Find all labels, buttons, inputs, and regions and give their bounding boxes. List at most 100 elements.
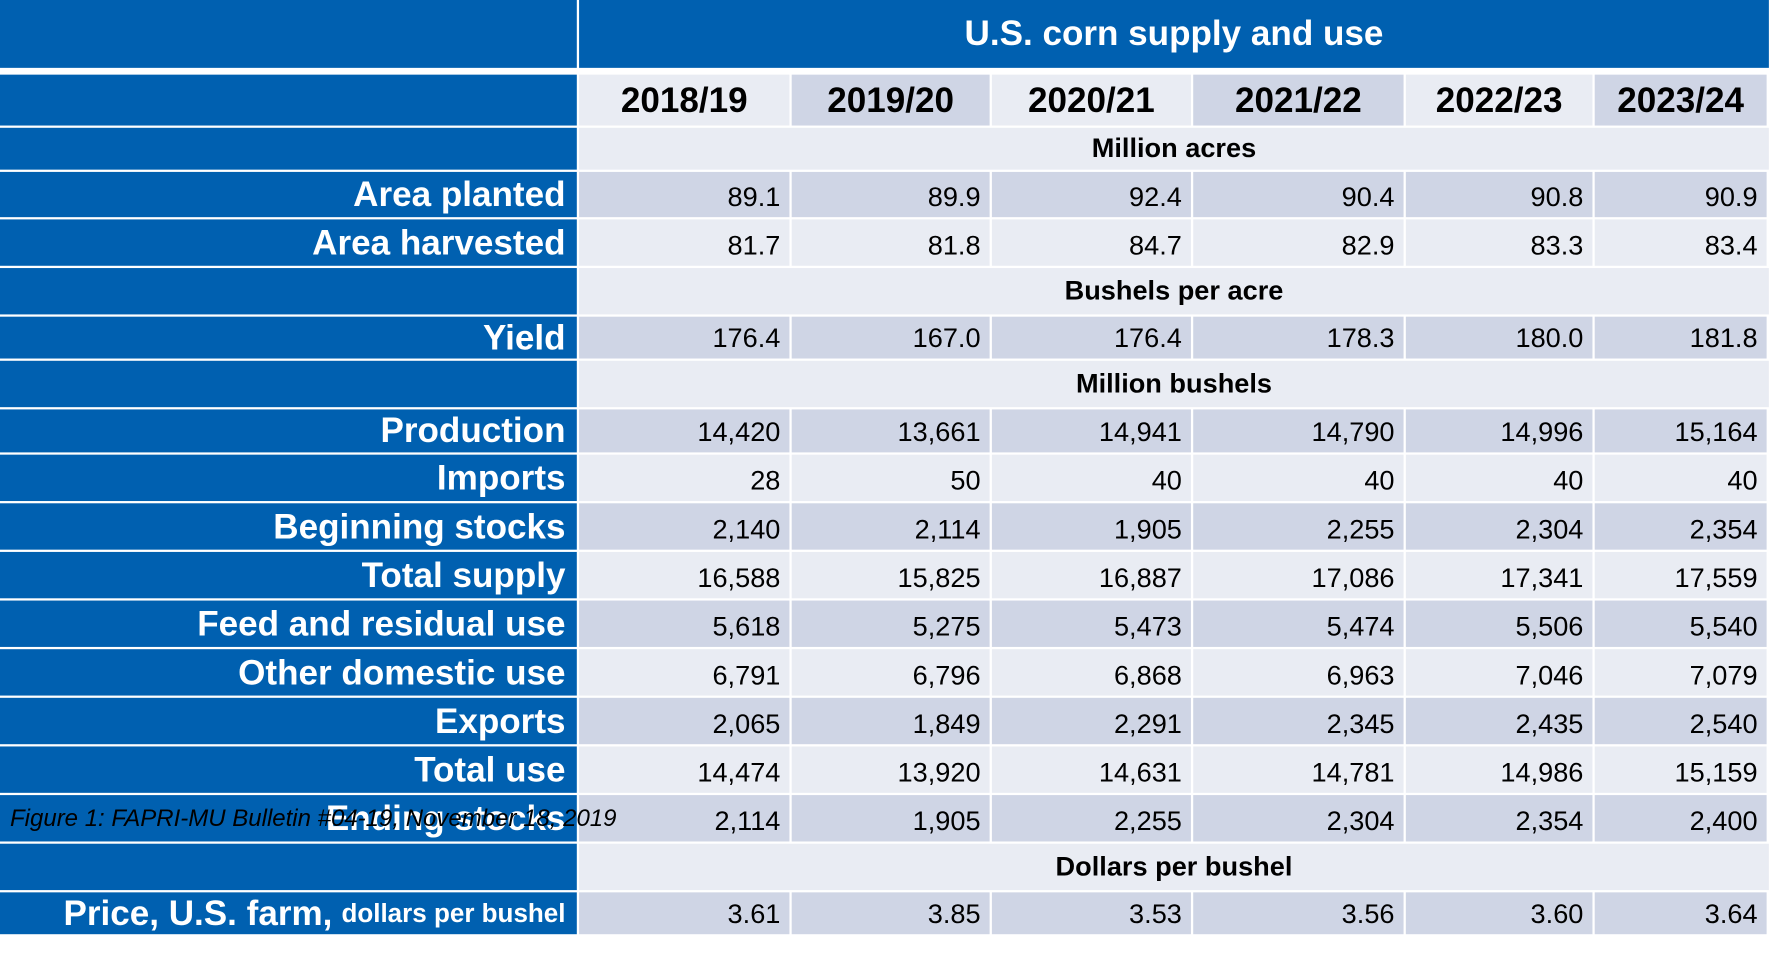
unit-label: Dollars per bushel — [579, 843, 1769, 891]
row-label: Feed and residual use — [0, 600, 577, 647]
table-cell: 17,559 — [1594, 551, 1767, 599]
table-cell: 180.0 — [1405, 316, 1593, 359]
table-cell: 1,905 — [791, 795, 990, 842]
table-cell: 3.64 — [1594, 892, 1767, 935]
row-label-text: Production — [380, 410, 566, 451]
table-cell: 14,631 — [991, 746, 1191, 793]
table-cell: 167.0 — [791, 316, 990, 359]
row-label: Total use — [0, 746, 577, 793]
year-header: 2022/23 — [1405, 74, 1593, 126]
row-label-text: Total supply — [361, 554, 566, 595]
table-cell: 5,540 — [1594, 600, 1767, 647]
table-cell: 176.4 — [579, 316, 790, 359]
header-blank — [0, 0, 577, 68]
row-label-text: Yield — [483, 317, 566, 357]
table-cell: 50 — [791, 454, 990, 502]
table-cell: 3.56 — [1193, 892, 1404, 935]
table-cell: 40 — [1405, 454, 1593, 502]
table-cell: 1,849 — [791, 697, 990, 745]
unit-row-blank — [0, 843, 577, 891]
table-cell: 6,791 — [579, 649, 790, 696]
row-label: Ending stocks — [0, 795, 577, 842]
table-cell: 90.4 — [1193, 171, 1404, 218]
table-cell: 13,661 — [791, 409, 990, 453]
table-cell: 2,435 — [1405, 697, 1593, 745]
table-cell: 14,941 — [991, 409, 1191, 453]
row-label: Total supply — [0, 551, 577, 599]
row-label: Other domestic use — [0, 649, 577, 696]
row-label-text: Other domestic use — [238, 652, 566, 692]
table-cell: 15,159 — [1594, 746, 1767, 793]
row-label-text: Area planted — [353, 174, 566, 214]
row-label-text: Ending stocks — [325, 797, 566, 838]
unit-row-blank — [0, 360, 577, 408]
table-cell: 3.61 — [579, 892, 790, 935]
table-cell: 2,114 — [579, 795, 790, 842]
table-cell: 14,986 — [1405, 746, 1593, 793]
table-cell: 17,086 — [1193, 551, 1404, 599]
table-cell: 83.3 — [1405, 219, 1593, 266]
table-cell: 14,790 — [1193, 409, 1404, 453]
table-cell: 5,473 — [991, 600, 1191, 647]
table-cell: 2,065 — [579, 697, 790, 745]
table-cell: 7,046 — [1405, 649, 1593, 696]
table-cell: 2,114 — [791, 503, 990, 550]
table-cell: 2,400 — [1594, 795, 1767, 842]
row-label-text: Exports — [434, 700, 566, 741]
year-header: 2021/22 — [1193, 74, 1404, 126]
row-label: Area harvested — [0, 219, 577, 266]
row-label: Production — [0, 409, 577, 453]
row-label-text: Area harvested — [312, 222, 566, 262]
figure-caption: Figure 1: FAPRI-MU Bulletin #04-19, Nove… — [10, 805, 617, 832]
year-header: 2023/24 — [1594, 74, 1767, 126]
table-cell: 2,345 — [1193, 697, 1404, 745]
row-label: Exports — [0, 697, 577, 745]
table-cell: 3.53 — [991, 892, 1191, 935]
table-cell: 40 — [1193, 454, 1404, 502]
year-header-blank — [0, 74, 577, 126]
table-cell: 92.4 — [991, 171, 1191, 218]
table-cell: 89.9 — [791, 171, 990, 218]
table-cell: 6,796 — [791, 649, 990, 696]
table-cell: 17,341 — [1405, 551, 1593, 599]
row-label-text: Imports — [436, 457, 566, 498]
unit-row-blank — [0, 127, 577, 170]
table-cell: 90.9 — [1594, 171, 1767, 218]
table-cell: 82.9 — [1193, 219, 1404, 266]
table-cell: 5,275 — [791, 600, 990, 647]
row-label: Imports — [0, 454, 577, 502]
table-cell: 89.1 — [579, 171, 790, 218]
table-cell: 14,996 — [1405, 409, 1593, 453]
table-cell: 7,079 — [1594, 649, 1767, 696]
table-cell: 81.7 — [579, 219, 790, 266]
table-cell: 84.7 — [991, 219, 1191, 266]
table-cell: 15,825 — [791, 551, 990, 599]
table-cell: 3.85 — [791, 892, 990, 935]
row-label-text: Price, U.S. farm, — [63, 892, 333, 933]
table-cell: 5,474 — [1193, 600, 1404, 647]
table-cell: 2,354 — [1405, 795, 1593, 842]
table-title: U.S. corn supply and use — [579, 0, 1769, 68]
table-cell: 5,506 — [1405, 600, 1593, 647]
table-cell: 13,920 — [791, 746, 990, 793]
table-cell: 90.8 — [1405, 171, 1593, 218]
unit-label: Bushels per acre — [579, 268, 1769, 315]
table-cell: 81.8 — [791, 219, 990, 266]
table-cell: 2,291 — [991, 697, 1191, 745]
year-header: 2019/20 — [791, 74, 990, 126]
unit-row-blank — [0, 268, 577, 315]
year-header: 2018/19 — [579, 74, 790, 126]
table-cell: 178.3 — [1193, 316, 1404, 359]
table-cell: 28 — [579, 454, 790, 502]
table-cell: 3.60 — [1405, 892, 1593, 935]
row-label: Price, U.S. farm, dollars per bushel — [0, 892, 577, 935]
row-label-text: Total use — [414, 749, 566, 789]
table-cell: 1,905 — [991, 503, 1191, 550]
row-label: Yield — [0, 316, 577, 359]
table-cell: 2,304 — [1193, 795, 1404, 842]
table-cell: 2,255 — [1193, 503, 1404, 550]
table-cell: 5,618 — [579, 600, 790, 647]
row-label-text: Beginning stocks — [273, 506, 566, 546]
row-label-text: Feed and residual use — [197, 603, 566, 643]
